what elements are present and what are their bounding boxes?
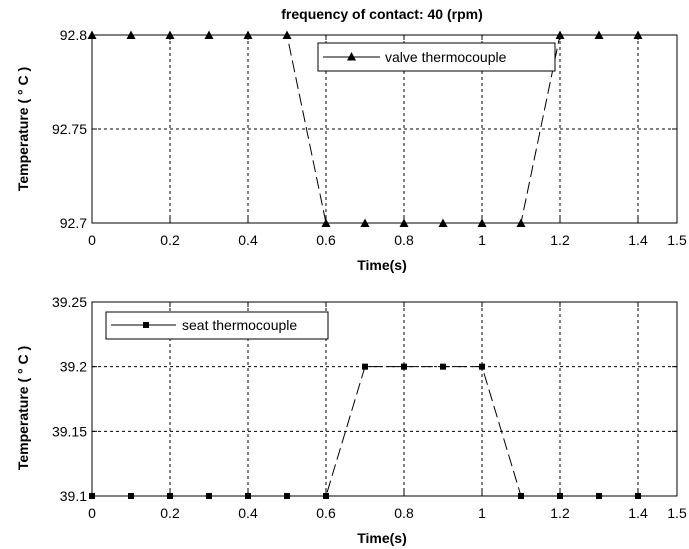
- data-point-triangle: [165, 30, 175, 39]
- x-tick-label: 1.4: [628, 505, 648, 521]
- series-line: [92, 366, 638, 497]
- x-axis-label: Time(s): [357, 257, 407, 273]
- data-point-triangle: [321, 218, 331, 227]
- chart-seat-temperature: Temperature ( ° C ) Time(s) 0 0.2 0.4 0.6 0.…: [15, 294, 687, 546]
- data-point-square: [284, 493, 290, 499]
- chart-valve-temperature: frequency of contact: 40 (rpm) Temperatu…: [15, 6, 687, 273]
- x-tick-label: 0: [88, 505, 96, 521]
- x-tick-label: 0.2: [160, 505, 180, 521]
- data-point-square: [635, 493, 641, 499]
- data-point-square: [128, 493, 134, 499]
- x-tick-label: 0.4: [238, 232, 258, 248]
- x-tick-label: 0.2: [160, 232, 180, 248]
- x-tick-label: 0.8: [394, 232, 414, 248]
- x-axis-label: Time(s): [357, 530, 407, 546]
- tick-labels: 0 0.2 0.4 0.6 0.8 1 1.2 1.4 1.5 39.1 39.15 39.2 39.2…: [52, 294, 687, 521]
- data-point-square: [401, 363, 407, 370]
- y-axis-label: Temperature ( ° C ): [15, 346, 31, 470]
- legend-triangle-marker: [347, 52, 356, 61]
- data-point-square: [323, 493, 329, 499]
- x-tick-label: 0.8: [394, 505, 414, 521]
- data-point-square: [557, 493, 563, 499]
- data-point-square: [245, 493, 251, 499]
- x-tick-label: 1.5: [667, 505, 687, 521]
- data-point-triangle: [87, 30, 97, 39]
- legend-box: [317, 42, 556, 72]
- x-tick-label: 1: [478, 232, 486, 248]
- plot-area: [89, 301, 678, 499]
- tick-labels: 0 0.2 0.4 0.6 0.8 1 1.2 1.4 1.5 92.7 92.75 92.8: [52, 27, 687, 248]
- data-point-triangle: [126, 30, 136, 39]
- legend: valve thermocouple: [317, 42, 556, 72]
- data-point-square: [596, 493, 602, 499]
- chart-title: frequency of contact: 40 (rpm): [281, 6, 482, 22]
- y-tick-label: 92.75: [52, 121, 87, 137]
- x-tick-label: 0.6: [316, 232, 336, 248]
- legend-square-marker: [143, 322, 149, 328]
- x-tick-label: 1.4: [628, 232, 648, 248]
- y-tick-label: 39.1: [60, 488, 87, 504]
- y-tick-label: 92.7: [60, 215, 87, 231]
- data-point-square: [362, 363, 368, 370]
- y-tick-label: 39.15: [52, 423, 87, 439]
- plot-frame: [91, 301, 678, 497]
- data-point-square: [167, 493, 173, 499]
- data-point-triangle: [282, 30, 292, 39]
- data-point-square: [518, 493, 524, 499]
- x-tick-label: 0: [88, 232, 96, 248]
- data-point-triangle: [555, 30, 565, 39]
- data-point-triangle: [438, 218, 448, 227]
- x-tick-label: 0.6: [316, 505, 336, 521]
- x-tick-label: 1.2: [550, 505, 570, 521]
- x-tick-label: 0.4: [238, 505, 258, 521]
- y-tick-label: 39.2: [60, 359, 87, 375]
- legend-entry-seat-thermocouple: seat thermocouple: [182, 317, 297, 333]
- data-point-square: [479, 363, 485, 370]
- legend-entry-valve-thermocouple: valve thermocouple: [385, 49, 507, 65]
- data-point-triangle: [360, 218, 370, 227]
- x-tick-label: 1: [478, 505, 486, 521]
- data-point-triangle: [594, 30, 604, 39]
- data-point-square: [89, 493, 95, 499]
- plot-area: [87, 30, 678, 227]
- data-point-triangle: [516, 218, 526, 227]
- x-tick-label: 1.2: [550, 232, 570, 248]
- y-tick-label: 39.25: [52, 294, 87, 310]
- y-axis-label: Temperature ( ° C ): [15, 67, 31, 191]
- x-tick-label: 1.5: [667, 232, 687, 248]
- data-point-triangle: [633, 30, 643, 39]
- data-point-square: [206, 493, 212, 499]
- data-point-square: [440, 363, 446, 370]
- y-tick-label: 92.8: [60, 27, 87, 43]
- legend: seat thermocouple: [105, 311, 329, 340]
- data-point-triangle: [243, 30, 253, 39]
- data-point-triangle: [204, 30, 214, 39]
- data-point-triangle: [399, 218, 409, 227]
- data-point-triangle: [477, 218, 487, 227]
